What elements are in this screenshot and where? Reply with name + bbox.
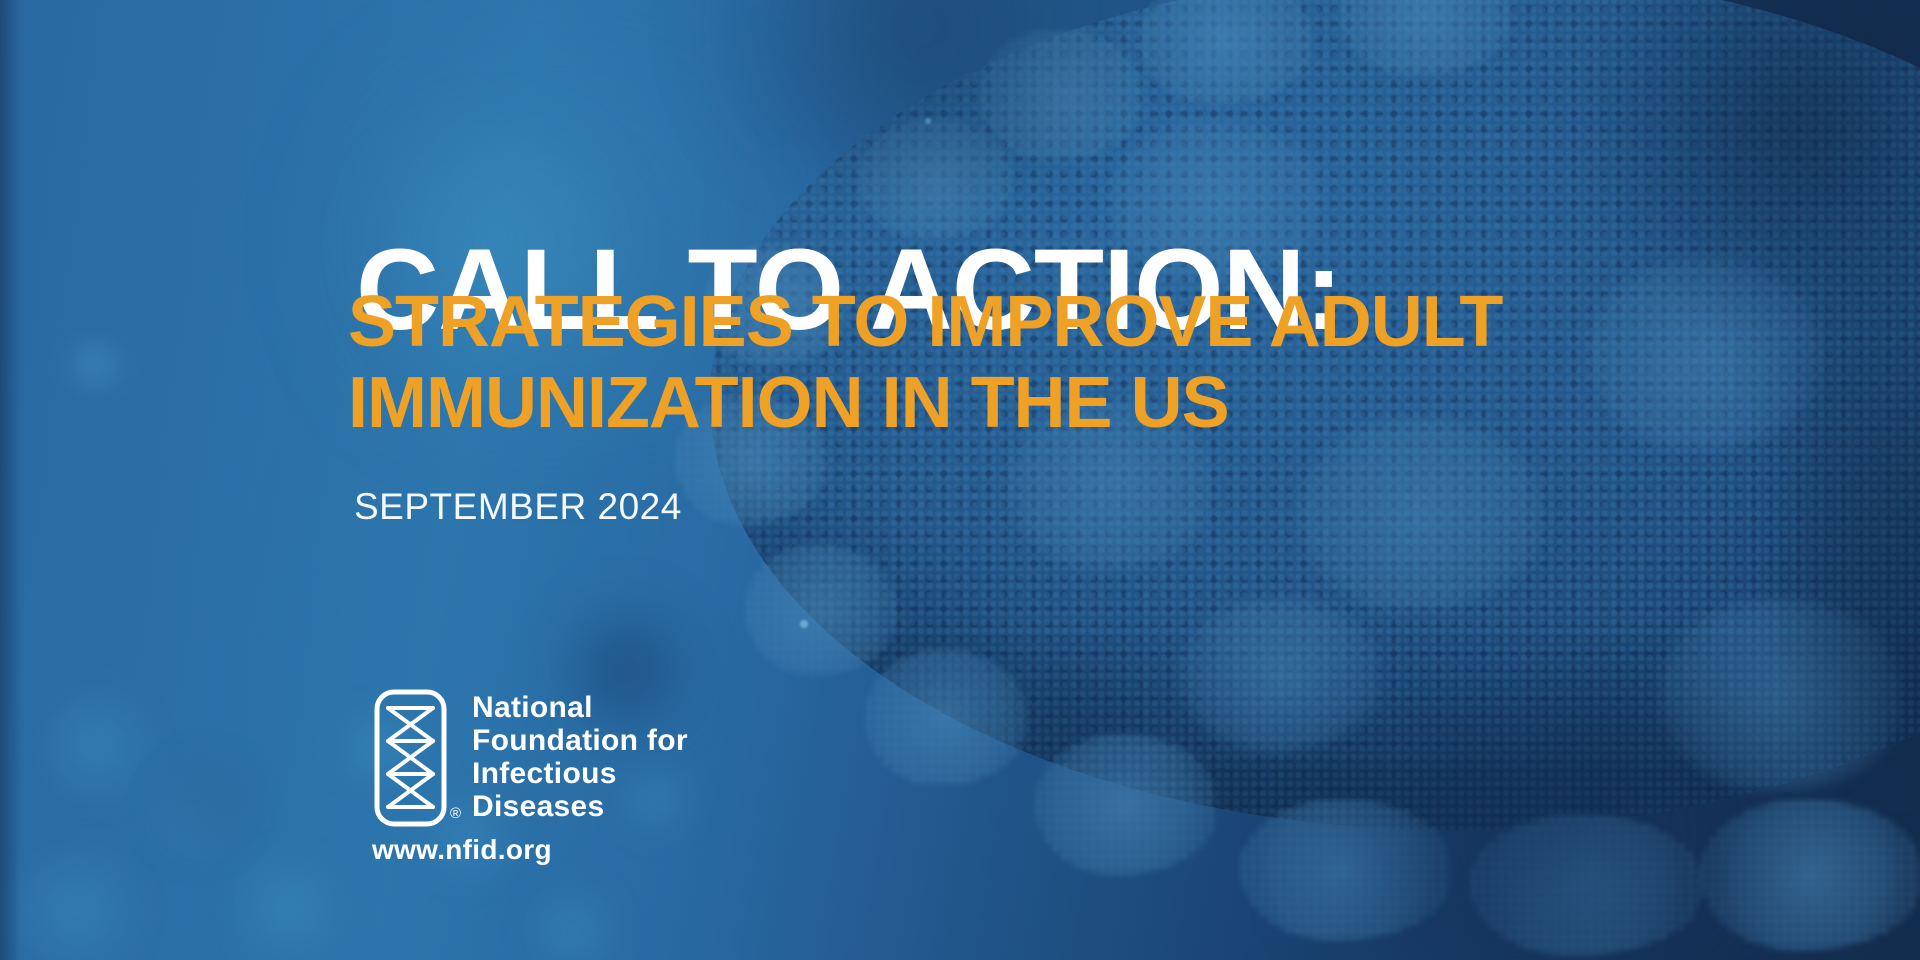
bokeh-light (610, 755, 700, 845)
subtitle-line-2: IMMUNIZATION IN THE US (348, 363, 1230, 443)
floating-particle (925, 118, 931, 124)
slide-title: CALL TO ACTION: (356, 226, 1343, 355)
blurred-virus-glow (330, 110, 660, 380)
virus-spike-blob (865, 650, 1025, 785)
virus-spike-blob (675, 395, 825, 525)
virus-surface-patch (1110, 120, 1320, 280)
website-url: www.nfid.org (372, 834, 552, 865)
organization-name: National Foundation for Infectious Disea… (472, 691, 688, 823)
virus-surface-patch (1010, 400, 1210, 570)
virus-surface-patch (1300, 420, 1540, 610)
blurred-dark-virion (545, 590, 705, 750)
bokeh-light (30, 680, 160, 810)
bokeh-light (0, 835, 150, 960)
virus-spike-blob (1140, 0, 1310, 105)
bokeh-light (415, 785, 520, 890)
dna-helix-icon (374, 689, 447, 827)
org-name-line-2: Foundation for (472, 724, 688, 757)
virus-spike-blob (860, 120, 1010, 240)
floating-particle (800, 620, 808, 628)
subtitle-line-1: STRATEGIES TO IMPROVE ADULT (348, 282, 1503, 362)
virus-spike-blob (980, 30, 1140, 160)
org-name-line-4: Diseases (472, 790, 605, 823)
virus-spike-blob (705, 245, 845, 365)
bokeh-light (140, 755, 255, 870)
virus-spike-blob (1035, 735, 1215, 875)
blurred-virus-glow (60, 330, 130, 400)
bokeh-light (520, 875, 630, 960)
slide-subtitle: STRATEGIES TO IMPROVE ADULT IMMUNIZATION… (348, 282, 1503, 444)
left-edge-shade (0, 0, 22, 960)
org-name-line-3: Infectious (472, 757, 617, 790)
slide-date: SEPTEMBER 2024 (354, 486, 682, 527)
registered-trademark-symbol: ® (450, 805, 462, 822)
dark-fog (1200, 700, 1900, 960)
virus-spike-blob (745, 545, 895, 675)
blurred-dark-virion (155, 755, 255, 855)
org-name-line-1: National (472, 691, 593, 724)
bokeh-light (225, 845, 350, 960)
